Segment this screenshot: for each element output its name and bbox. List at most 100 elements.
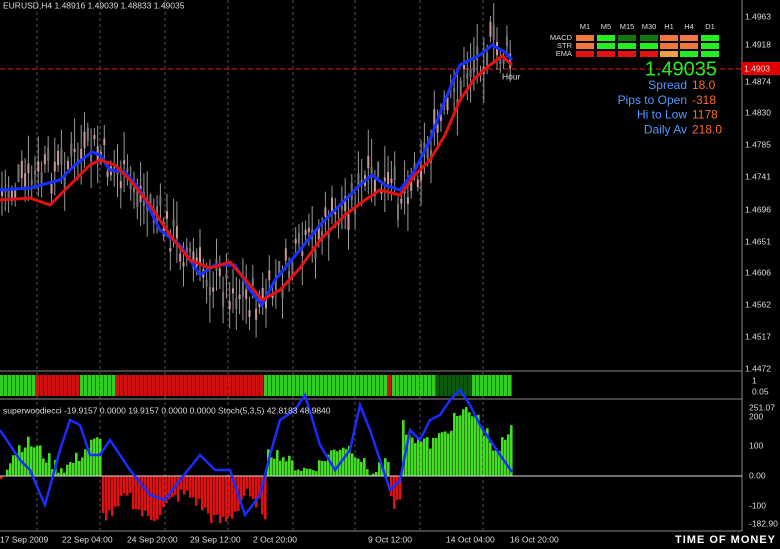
strip-bar <box>184 375 188 396</box>
osc-bar <box>105 476 108 521</box>
candle-body <box>1 191 3 197</box>
osc-bar <box>273 458 276 476</box>
osc-bar <box>492 450 495 476</box>
osc-bar <box>240 476 243 501</box>
strip-bar <box>428 375 432 396</box>
osc-bar <box>354 457 357 476</box>
candle-body <box>410 175 413 191</box>
candle-body <box>288 270 291 279</box>
price-axis-label: 1.4562 <box>745 299 771 309</box>
osc-bar <box>6 469 9 476</box>
signal-column: D1 <box>705 22 715 31</box>
strip-bar <box>100 375 104 396</box>
strip-bar <box>272 375 276 396</box>
strip-bar <box>252 375 256 396</box>
candle-body <box>278 261 281 277</box>
signal-cell <box>576 43 594 49</box>
osc-bar <box>135 476 138 510</box>
osc-bar <box>261 476 264 515</box>
strip-bar <box>404 375 408 396</box>
osc-bar <box>99 438 102 476</box>
strip-bar <box>324 375 328 396</box>
osc-bar <box>255 476 258 508</box>
candle-body <box>344 196 347 211</box>
oscillator-label: superwoodiecci -19.9157 0.0000 19.9157 0… <box>3 405 331 415</box>
candle-body <box>370 167 373 174</box>
osc-bar <box>225 476 228 522</box>
strip-bar <box>412 375 416 396</box>
strip-bar <box>188 375 192 396</box>
price-axis-label: 1.4472 <box>745 363 771 373</box>
strip-bar <box>88 375 92 396</box>
strip-bar <box>356 375 360 396</box>
strip-bar <box>248 375 252 396</box>
strip-bar <box>144 375 148 396</box>
signal-cell <box>660 51 678 57</box>
candle-body <box>47 147 50 161</box>
candle-body <box>70 143 73 157</box>
osc-bar <box>285 461 288 476</box>
candle-body <box>179 253 182 262</box>
osc-bar <box>147 476 150 516</box>
osc-bar <box>477 414 480 476</box>
candle-body <box>301 251 304 256</box>
osc-bar <box>441 432 444 476</box>
strip-bar <box>376 375 380 396</box>
price-axis-label: 1.4830 <box>745 107 771 117</box>
osc-bar <box>465 407 468 476</box>
osc-bar <box>9 463 12 476</box>
signal-column: M1 <box>580 22 590 31</box>
osc-bar <box>33 447 36 476</box>
strip-bar <box>16 375 20 396</box>
osc-bar <box>138 476 141 510</box>
osc-bar <box>165 476 168 504</box>
osc-bar <box>399 476 402 500</box>
osc-bar <box>444 431 447 476</box>
osc-bar <box>66 464 69 476</box>
strip-bar <box>456 375 460 396</box>
candle-body <box>129 177 132 189</box>
osc-bar <box>495 447 498 476</box>
strip-bar <box>24 375 28 396</box>
osc-bar <box>393 476 396 509</box>
strip-bar <box>320 375 324 396</box>
osc-bar <box>192 476 195 498</box>
strip-bar <box>132 375 136 396</box>
strip-bar <box>280 375 284 396</box>
candle-body <box>24 173 27 187</box>
candle-body <box>331 197 333 213</box>
candle-body <box>90 155 93 162</box>
candle-body <box>189 248 192 253</box>
strip-bar <box>48 375 52 396</box>
candle-body <box>14 188 17 201</box>
osc-bar <box>48 453 51 476</box>
strip-bar <box>448 375 452 396</box>
osc-bar <box>69 462 72 476</box>
candle-body <box>298 233 300 244</box>
candle-body <box>67 161 69 169</box>
signal-cell <box>701 51 719 57</box>
strip-bar <box>176 375 180 396</box>
osc-bar <box>459 415 462 476</box>
candle-body <box>466 72 469 79</box>
oscillator-axis-label: 0.00 <box>749 470 766 480</box>
price-tag <box>742 62 780 75</box>
info-label: Daily Av <box>644 122 687 136</box>
strip-axis-label: 0.05 <box>752 386 769 396</box>
candle-body <box>169 248 172 252</box>
info-label: Spread <box>648 78 687 92</box>
candle-body <box>284 248 287 261</box>
strip-bar <box>156 375 160 396</box>
osc-bar <box>366 469 369 476</box>
candle-body <box>199 247 201 263</box>
candle-body <box>327 232 330 239</box>
strip-bar <box>276 375 280 396</box>
strip-bar <box>492 375 496 396</box>
osc-bar <box>102 476 105 514</box>
time-axis-label: 9 Oct 12:00 <box>368 534 412 544</box>
candle-body <box>492 24 495 40</box>
strip-bar <box>28 375 32 396</box>
osc-bar <box>177 476 180 502</box>
osc-bar <box>249 476 252 497</box>
